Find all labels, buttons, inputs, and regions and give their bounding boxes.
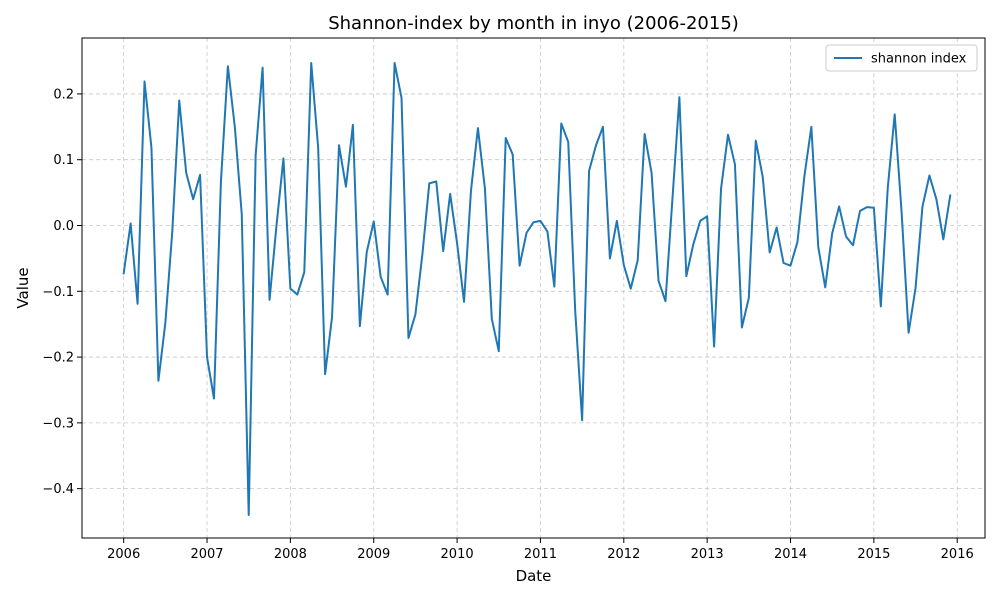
x-axis-ticks: 2006 2007 2008 2009 2010 2011 2012 2013 2014 2015…: [107, 538, 974, 562]
x-tick-label: 2010: [441, 547, 474, 562]
x-tick-label: 2013: [691, 547, 724, 562]
series-line-shannon-index: [122, 62, 952, 516]
x-tick-label: 2016: [941, 547, 974, 562]
y-tick-label: 0.1: [53, 153, 74, 168]
chart-title: Shannon-index by month in inyo (2006-201…: [328, 13, 739, 34]
grid: [82, 38, 985, 538]
x-axis-title: Date: [516, 567, 552, 585]
x-tick-label: 2006: [107, 547, 140, 562]
y-tick-label: 0.2: [53, 87, 74, 102]
y-tick-label: 0.0: [53, 219, 74, 234]
y-axis-title: Value: [14, 267, 32, 308]
x-tick-label: 2012: [607, 547, 640, 562]
y-axis-ticks: 0.2 0.1 0.0 −0.1 −0.2 −0.3 −0.4: [42, 87, 82, 497]
x-tick-label: 2011: [524, 547, 557, 562]
series-layer: [122, 62, 952, 516]
legend-box: [825, 44, 978, 72]
plot-frame: [81, 37, 986, 539]
y-tick-label: −0.3: [42, 416, 74, 431]
y-tick-label: −0.2: [42, 351, 74, 366]
x-tick-label: 2015: [857, 547, 890, 562]
x-tick-label: 2008: [274, 547, 307, 562]
y-tick-label: −0.4: [42, 482, 74, 497]
y-tick-label: −0.1: [42, 285, 74, 300]
legend-label: shannon index: [871, 52, 967, 67]
x-tick-label: 2007: [190, 547, 223, 562]
x-tick-label: 2009: [357, 547, 390, 562]
legend: shannon index: [825, 44, 978, 72]
x-tick-label: 2014: [774, 547, 807, 562]
